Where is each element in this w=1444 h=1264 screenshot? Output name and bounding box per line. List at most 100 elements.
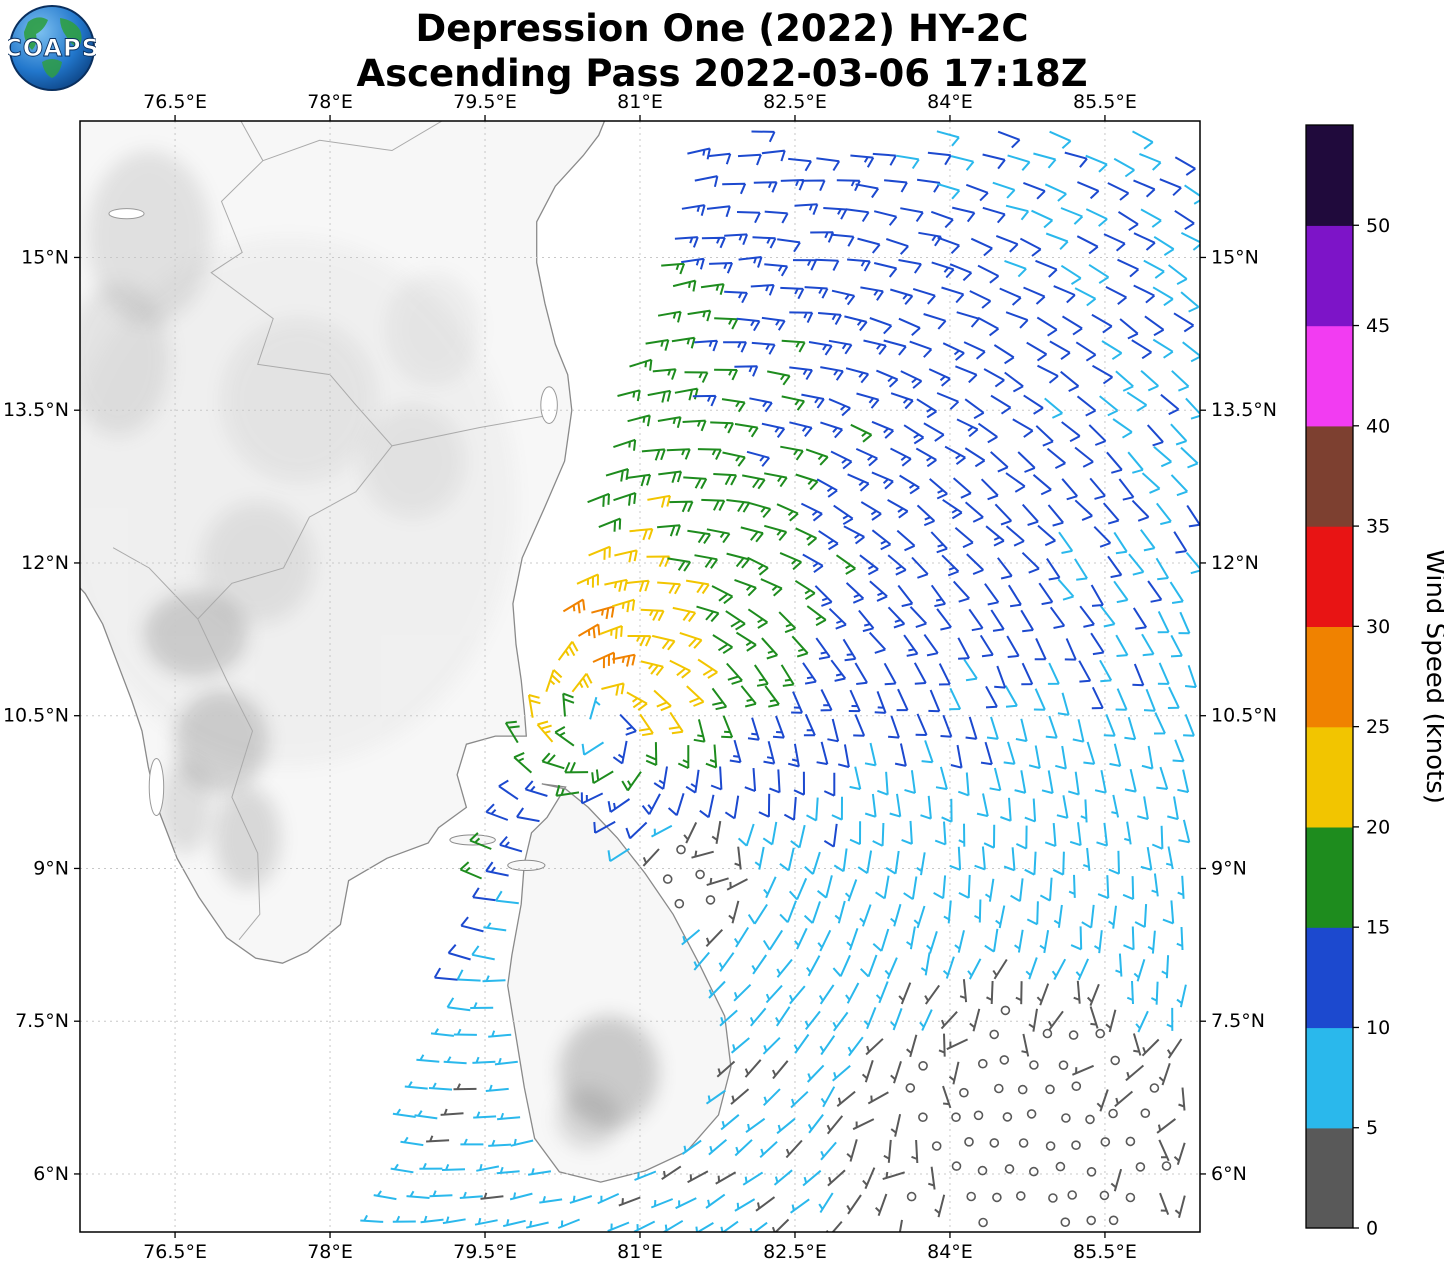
calm-circle — [1048, 1193, 1058, 1203]
calm-circle — [1099, 1190, 1110, 1201]
wind-barb — [1152, 338, 1174, 359]
wind-barb — [1143, 259, 1165, 279]
wind-barb — [846, 927, 859, 951]
wind-barb — [802, 662, 817, 685]
wind-barb — [898, 982, 912, 1005]
wind-barb — [941, 798, 953, 823]
wind-barb — [684, 371, 709, 383]
coaps-logo-text: COAPS — [8, 34, 96, 62]
wind-barb — [946, 1038, 969, 1051]
wind-barb — [708, 980, 726, 999]
wind-barb — [516, 807, 540, 823]
wind-barb — [979, 634, 994, 658]
wind-barb — [1174, 1195, 1186, 1219]
wind-barb — [919, 1009, 933, 1031]
wind-barb — [459, 1191, 483, 1199]
wind-barb — [749, 1221, 768, 1232]
wind-barb — [948, 1061, 960, 1085]
wind-barb — [668, 711, 684, 735]
wind-barb — [816, 741, 829, 766]
wind-barb — [941, 554, 960, 577]
wind-barb — [795, 473, 819, 491]
wind-barb — [618, 1196, 641, 1207]
x-tick-label-top: 78°E — [307, 91, 353, 113]
wind-barb — [740, 526, 764, 543]
x-tick-label-bottom: 84°E — [927, 1241, 973, 1263]
wind-barb — [647, 389, 672, 403]
wind-barb — [1128, 553, 1145, 576]
wind-barb — [473, 1111, 497, 1119]
wind-barb — [430, 1028, 455, 1037]
wind-barb — [790, 1198, 810, 1214]
wind-barb — [751, 130, 776, 143]
wind-barb — [806, 797, 819, 822]
wind-barb — [1157, 610, 1170, 634]
wind-barb — [847, 258, 871, 272]
wind-barb — [460, 916, 484, 933]
wind-barb — [1088, 424, 1107, 446]
wind-barb — [963, 341, 986, 360]
wind-barb — [993, 344, 1015, 365]
wind-barb — [1152, 286, 1174, 307]
wind-barb — [734, 1198, 756, 1212]
wind-barb — [909, 606, 928, 629]
wind-barb — [1133, 284, 1156, 304]
wind-barb — [760, 578, 783, 597]
wind-barb — [1184, 664, 1197, 689]
wind-barb — [835, 554, 856, 575]
wind-barb — [1166, 1038, 1183, 1059]
wind-barb — [781, 339, 806, 353]
wind-barb — [661, 262, 686, 275]
wind-barb — [912, 287, 936, 305]
wind-barb — [724, 233, 749, 246]
wind-barb — [849, 766, 862, 791]
wind-barb — [433, 967, 458, 981]
wind-barb — [471, 945, 495, 961]
wind-barb — [472, 1056, 496, 1064]
wind-barb — [789, 311, 814, 324]
wind-barb — [1044, 397, 1063, 419]
wind-barb — [591, 769, 614, 785]
calm-circle — [674, 898, 685, 909]
wind-barb — [1058, 531, 1074, 554]
wind-barb — [1069, 822, 1082, 847]
wind-barb — [1147, 580, 1163, 603]
wind-barb — [429, 1190, 453, 1198]
wind-barb — [736, 317, 761, 332]
wind-barb — [679, 631, 703, 649]
wind-barb — [828, 339, 853, 355]
wind-barb — [1113, 157, 1135, 178]
wind-barb — [1140, 208, 1162, 228]
wind-barb — [1023, 286, 1046, 305]
wind-barb — [825, 1220, 843, 1232]
colorbar — [1305, 124, 1359, 1229]
wind-barb — [730, 1037, 750, 1054]
wind-barb — [693, 951, 710, 971]
state-border-line — [112, 445, 393, 620]
wind-barb — [1015, 981, 1023, 1005]
wind-barb — [864, 793, 877, 818]
wind-barb — [562, 598, 586, 614]
wind-barb — [830, 659, 847, 682]
wind-barb — [871, 420, 894, 439]
wind-barb — [1093, 930, 1103, 954]
wind-barb — [1096, 822, 1108, 847]
wind-barb — [949, 687, 962, 711]
wind-barb — [1012, 418, 1034, 438]
wind-barb — [524, 780, 548, 797]
wind-barb — [614, 549, 638, 563]
wind-barb — [958, 874, 971, 899]
wind-barb — [976, 793, 989, 818]
wind-barb — [944, 445, 966, 465]
wind-barb — [1141, 633, 1155, 657]
wind-barb — [453, 1083, 477, 1091]
wind-barb — [742, 474, 766, 490]
wind-barb — [942, 1085, 952, 1109]
wind-barb — [924, 984, 941, 1005]
wind-barb — [775, 1006, 791, 1027]
wind-barb — [700, 283, 725, 295]
wind-barb — [927, 151, 952, 166]
wind-barb — [803, 901, 821, 924]
wind-barb — [1132, 663, 1145, 687]
wind-barb — [816, 478, 838, 498]
